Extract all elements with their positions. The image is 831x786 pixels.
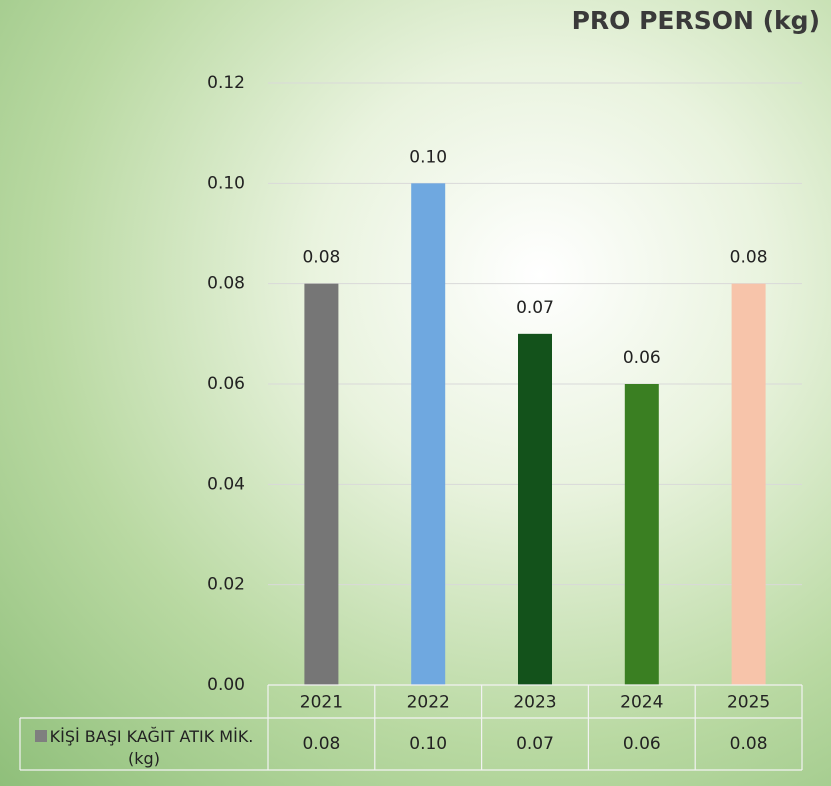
bar <box>731 283 766 685</box>
x-tick-label: 2022 <box>407 693 450 713</box>
y-tick-label: 0.12 <box>207 73 245 93</box>
data-label: 0.07 <box>516 298 554 318</box>
table-value: 0.08 <box>302 734 340 754</box>
table-value: 0.06 <box>623 734 661 754</box>
table-value: 0.07 <box>516 734 554 754</box>
table-value: 0.10 <box>409 734 447 754</box>
table-value: 0.08 <box>730 734 768 754</box>
bar <box>624 384 659 685</box>
bar <box>411 183 446 686</box>
legend-label: KİŞİ BAŞI KAĞIT ATIK MİK. (kg) <box>49 727 254 768</box>
y-tick-label: 0.06 <box>207 374 245 394</box>
data-label: 0.08 <box>302 248 340 268</box>
bar <box>304 283 339 685</box>
legend-entry: KİŞİ BAŞI KAĞIT ATIK MİK. (kg) <box>22 726 266 770</box>
data-label: 0.06 <box>623 348 661 368</box>
y-tick-label: 0.00 <box>207 675 245 695</box>
y-tick-label: 0.10 <box>207 173 245 193</box>
x-tick-label: 2023 <box>513 693 556 713</box>
x-tick-label: 2024 <box>620 693 663 713</box>
bar <box>518 333 552 685</box>
legend-key <box>34 730 47 742</box>
y-tick-label: 0.02 <box>207 575 245 595</box>
data-label: 0.08 <box>730 248 768 268</box>
y-tick-label: 0.04 <box>207 474 245 494</box>
x-tick-label: 2021 <box>300 693 343 713</box>
y-tick-label: 0.08 <box>207 274 245 294</box>
data-label: 0.10 <box>409 147 447 167</box>
chart-title: PRO PERSON (kg) <box>572 6 820 35</box>
x-tick-label: 2025 <box>727 693 770 713</box>
